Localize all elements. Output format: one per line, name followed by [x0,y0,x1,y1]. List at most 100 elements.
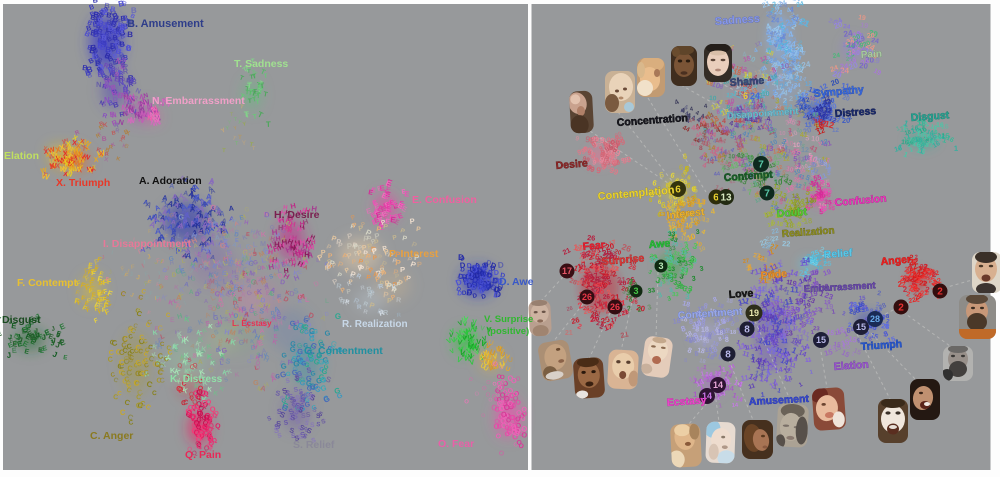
svg-text:T: T [257,80,264,90]
svg-text:T: T [256,80,263,90]
svg-text:B: B [104,1,111,11]
svg-text:B: B [99,30,107,40]
svg-text:A: A [183,219,189,227]
svg-text:B: B [99,42,106,52]
svg-text:J: J [166,266,169,272]
svg-text:B: B [123,55,128,62]
svg-text:H: H [225,220,230,226]
svg-text:R: R [111,119,119,128]
svg-text:B: B [90,42,98,53]
svg-text:B: B [113,58,120,66]
svg-text:B: B [104,147,110,154]
svg-text:L. Ecstasy: L. Ecstasy [232,319,272,328]
svg-text:K: K [207,353,213,361]
svg-text:V: V [472,319,477,326]
svg-text:B: B [101,34,107,43]
svg-text:X: X [87,165,93,175]
svg-text:W: W [50,150,59,159]
svg-text:X: X [80,141,89,153]
svg-text:B: B [99,33,106,41]
svg-text:N: N [105,74,113,84]
svg-text:B: B [120,61,128,70]
svg-text:R: R [122,87,131,97]
svg-text:N: N [146,111,152,119]
svg-text:B: B [109,19,117,29]
svg-text:T: T [260,83,266,91]
svg-text:X: X [88,168,94,175]
svg-text:N: N [104,96,110,105]
svg-text:N: N [127,104,134,112]
svg-text:K: K [116,156,121,163]
svg-text:T: T [256,87,262,95]
svg-text:B: B [105,19,112,27]
svg-text:Y: Y [225,125,230,132]
svg-text:S: S [306,412,311,419]
svg-text:B: B [104,80,111,90]
svg-text:R: R [105,152,110,158]
svg-text:1: 1 [722,367,726,374]
svg-text:B: B [86,19,93,27]
svg-text:B: B [107,25,115,35]
svg-text:B: B [114,28,122,37]
svg-text:B: B [128,78,134,86]
svg-text:A: A [162,193,169,203]
svg-text:S: S [276,419,281,428]
svg-text:A: A [151,213,157,222]
svg-text:W: W [48,153,56,161]
svg-text:18: 18 [701,332,709,339]
svg-text:B: B [126,18,132,26]
svg-text:2: 2 [932,270,936,279]
svg-text:A: A [178,221,185,231]
svg-text:X: X [49,161,56,171]
svg-text:B: B [92,19,99,29]
svg-text:K: K [121,143,128,150]
svg-text:W: W [82,153,91,162]
svg-text:B: B [89,10,96,18]
svg-text:B: B [93,52,100,60]
svg-text:H: H [272,317,277,324]
svg-text:T: T [230,112,234,118]
svg-text:T: T [252,146,256,152]
svg-text:B: B [112,99,120,109]
svg-text:N: N [114,56,123,66]
svg-text:A: A [193,214,202,225]
svg-text:B: B [114,74,121,84]
svg-text:A: A [166,215,174,224]
svg-text:A: A [163,215,169,223]
svg-text:X: X [69,152,76,160]
svg-text:N: N [150,105,157,113]
svg-text:N: N [155,114,161,122]
svg-text:N: N [111,90,118,98]
svg-text:B: B [92,52,101,64]
svg-text:K: K [95,146,102,154]
svg-text:B: B [118,56,127,66]
svg-text:A: A [202,219,209,229]
svg-text:N: N [128,94,137,104]
svg-text:H: H [268,249,273,256]
svg-text:B: B [99,37,105,47]
svg-text:T: T [245,85,251,93]
svg-text:B: B [98,7,108,18]
svg-text:B: B [103,74,110,82]
svg-text:8: 8 [725,350,731,361]
svg-text:A: A [171,227,178,235]
svg-text:R: R [119,111,125,119]
svg-text:Fear: Fear [582,239,605,253]
svg-text:13: 13 [767,127,774,133]
svg-text:H. Desire: H. Desire [274,209,320,221]
svg-text:B: B [92,47,99,55]
svg-text:X: X [80,138,86,146]
svg-text:41: 41 [797,156,805,164]
svg-text:X: X [63,158,69,165]
svg-text:B: B [115,30,122,39]
svg-text:B: B [110,69,117,79]
svg-text:T: T [266,120,271,129]
svg-text:X: X [59,157,66,167]
svg-text:F. Contempt: F. Contempt [17,277,78,289]
svg-text:C: C [181,400,186,407]
svg-text:B: B [114,46,122,56]
svg-text:X: X [72,138,78,147]
svg-text:N: N [129,95,134,102]
svg-text:B: B [117,69,123,77]
svg-text:B: B [110,18,119,29]
